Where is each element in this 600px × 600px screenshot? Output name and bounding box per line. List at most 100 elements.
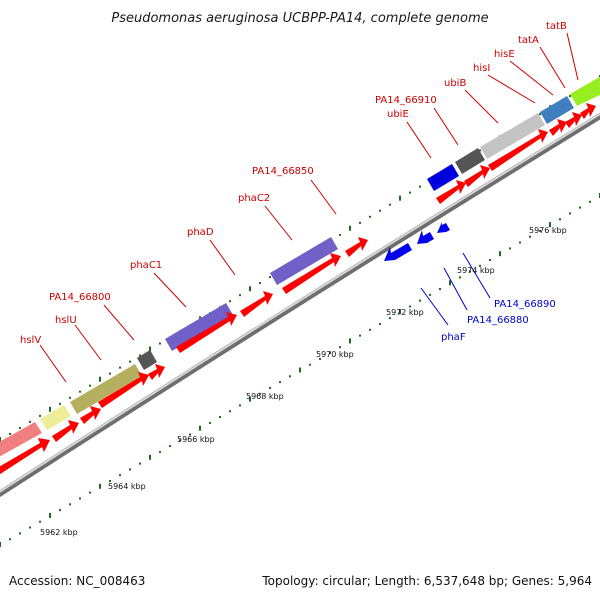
minor-tick [229,300,231,303]
scale-label: 5976 kbp [529,226,567,235]
gene-arrow-rev[interactable] [437,222,450,233]
gene-label[interactable]: PA14_66800 [49,292,111,303]
minor-tick [379,209,381,212]
feature-lime[interactable] [570,71,600,106]
gene-arrow-fwd[interactable] [345,237,368,257]
minor-tick [59,509,61,512]
minor-tick [569,95,571,98]
gene-label[interactable]: phaC2 [238,193,270,204]
gene-arrow-fwd[interactable] [580,103,596,119]
minor-tick [89,491,91,494]
feature-olive[interactable] [70,364,142,414]
gene-arrow-fwd[interactable] [240,291,273,317]
minor-tick [169,445,171,448]
scale-label: 5974 kbp [457,266,495,275]
gene-arrow-fwd[interactable] [0,438,50,478]
gene-arrow-fwd[interactable] [436,180,466,204]
minor-tick [489,259,491,261]
scale-label: 5968 kbp [246,392,284,401]
minor-tick [119,474,121,477]
gene-label[interactable]: PA14_66880 [467,315,529,326]
gene-arrow-fwd[interactable] [549,119,567,136]
minor-tick [9,433,11,435]
minor-tick [69,503,71,506]
feature-purple-1[interactable] [165,303,233,351]
major-tick [0,542,1,547]
gene-arrow-fwd[interactable] [80,406,101,424]
major-tick [0,437,1,442]
map-title: Pseudomonas aeruginosa UCBPP-PA14, compl… [111,11,488,26]
leader-lines-forward [39,32,579,383]
scale-ticks-lower [0,193,600,547]
gene-arrow-fwd[interactable] [98,372,149,408]
minor-tick [239,294,241,297]
gene-label[interactable]: tatB [546,21,567,32]
scale-labels: 5962 kbp 5964 kbp 5966 kbp 5968 kbp 5970… [40,226,567,537]
minor-tick [39,414,41,417]
gene-arrow-fwd[interactable] [488,129,548,171]
minor-tick [409,305,411,308]
major-tick [349,338,351,344]
gene-label[interactable]: PA14_66850 [252,166,314,177]
minor-tick [59,402,61,405]
feature-yellow[interactable] [40,405,71,430]
gene-labels-reverse: phaF PA14_66880 PA14_66890 [441,299,556,343]
gene-label[interactable]: hslU [55,315,77,326]
gene-label[interactable]: PA14_66910 [375,95,437,106]
gene-arrow-fwd[interactable] [282,253,341,294]
gene-label[interactable]: phaD [187,227,214,238]
major-tick [299,367,301,373]
gene-labels-forward: hslV hslU PA14_66800 phaC1 phaD phaC2 PA… [20,21,567,346]
scale-label: 5964 kbp [108,482,146,491]
major-tick [499,251,501,257]
minor-tick [569,212,571,215]
minor-tick [389,203,391,206]
gene-label[interactable]: hisE [494,49,515,60]
feature-lightgray[interactable] [480,113,545,159]
minor-tick [509,247,511,250]
minor-tick [429,293,431,296]
gene-label[interactable]: PA14_66890 [494,299,556,310]
minor-tick [229,410,231,413]
genome-backbone [0,112,600,498]
minor-tick [9,538,11,541]
gene-arrow-rev[interactable] [417,230,434,244]
major-tick [249,286,251,292]
minor-tick [259,282,261,285]
gene-label[interactable]: phaC1 [130,260,162,271]
feature-gray-small[interactable] [137,350,157,370]
gene-arrow-fwd[interactable] [176,312,237,353]
gene-arrow-fwd[interactable] [464,165,490,187]
minor-tick [89,384,91,387]
gene-arrow-rev[interactable] [384,243,412,261]
minor-tick [29,526,31,529]
feature-purple-2[interactable] [270,237,338,285]
minor-tick [529,235,531,238]
minor-tick [419,185,421,188]
feature-blue-1[interactable] [427,164,459,191]
gene-label[interactable]: ubiB [444,78,466,89]
feature-steelblue[interactable] [540,96,574,124]
major-tick [249,396,251,402]
feature-darkgray[interactable] [455,148,485,174]
gene-arrow-fwd[interactable] [565,112,582,128]
gene-arrow-fwd[interactable] [148,364,165,380]
minor-tick [19,532,21,535]
minor-tick [469,270,471,273]
gene-label[interactable]: phaF [441,332,466,343]
minor-tick [459,276,461,279]
gene-label[interactable]: ubiE [387,109,409,120]
minor-tick [369,215,371,218]
major-tick [49,406,51,412]
forward-genes [0,103,596,478]
feature-pink[interactable] [0,422,42,458]
gene-label[interactable]: hslV [20,335,41,346]
minor-tick [519,241,521,244]
major-tick [349,225,351,231]
minor-tick [289,375,291,378]
gene-arrow-fwd[interactable] [52,420,79,442]
gene-label[interactable]: hisI [473,63,490,74]
gene-label[interactable]: tatA [518,35,539,46]
minor-tick [309,363,311,366]
